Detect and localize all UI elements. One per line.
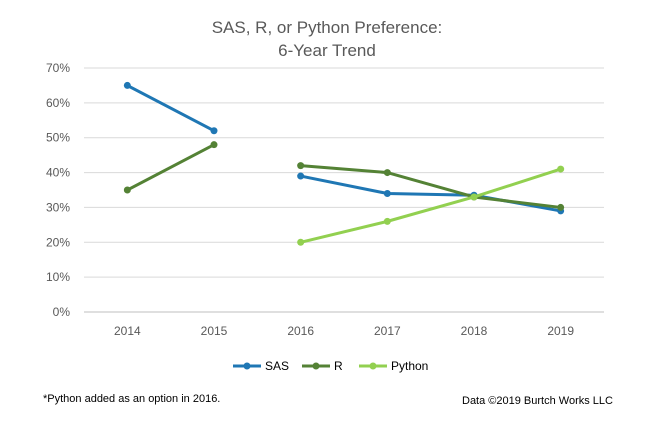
footnote: *Python added as an option in 2016. bbox=[43, 393, 221, 405]
data-point-sas bbox=[297, 172, 305, 180]
data-point-r bbox=[383, 169, 391, 177]
series-r bbox=[123, 141, 565, 211]
gridlines bbox=[84, 67, 604, 313]
data-point-sas bbox=[210, 127, 218, 135]
x-tick-label: 2014 bbox=[114, 324, 141, 338]
y-tick-label: 50% bbox=[46, 131, 70, 145]
legend-item-sas: SAS bbox=[233, 359, 289, 373]
data-point-python bbox=[297, 238, 305, 246]
y-tick-label: 20% bbox=[46, 235, 70, 249]
legend-marker-r bbox=[312, 362, 320, 370]
data-credit: Data ©2019 Burtch Works LLC bbox=[462, 395, 613, 407]
data-point-sas bbox=[123, 81, 131, 89]
data-point-r bbox=[557, 203, 565, 211]
series-python bbox=[297, 165, 565, 246]
chart-subtitle: 6-Year Trend bbox=[278, 41, 376, 60]
legend-item-python: Python bbox=[359, 359, 428, 373]
series-sas bbox=[123, 81, 565, 215]
data-point-python bbox=[557, 165, 565, 173]
data-point-r bbox=[123, 186, 131, 194]
y-tick-label: 60% bbox=[46, 96, 70, 110]
data-point-r bbox=[297, 162, 305, 170]
legend-marker-python bbox=[369, 362, 377, 370]
series-line-python bbox=[299, 167, 563, 244]
x-tick-label: 2016 bbox=[287, 324, 314, 338]
data-point-r bbox=[210, 141, 218, 149]
series-line-r bbox=[299, 164, 563, 209]
data-point-python bbox=[383, 217, 391, 225]
chart-title: SAS, R, or Python Preference: bbox=[212, 18, 443, 37]
x-axis: 2014 2015 2016 2017 2018 2019 bbox=[114, 324, 574, 338]
x-tick-label: 2019 bbox=[547, 324, 574, 338]
y-tick-label: 40% bbox=[46, 166, 70, 180]
series-line-sas bbox=[125, 83, 216, 133]
legend-label-python: Python bbox=[391, 359, 428, 373]
series bbox=[123, 81, 565, 246]
legend-label-sas: SAS bbox=[265, 359, 289, 373]
data-point-python bbox=[470, 193, 478, 201]
y-tick-label: 70% bbox=[46, 61, 70, 75]
x-tick-label: 2017 bbox=[374, 324, 401, 338]
y-tick-label: 10% bbox=[46, 270, 70, 284]
x-tick-label: 2015 bbox=[201, 324, 228, 338]
data-point-sas bbox=[383, 189, 391, 197]
legend-marker-sas bbox=[243, 362, 251, 370]
y-tick-label: 30% bbox=[46, 200, 70, 214]
y-tick-label: 0% bbox=[53, 305, 71, 319]
legend: SAS R Python bbox=[233, 359, 428, 373]
y-axis: 0% 10% 20% 30% 40% 50% 60% 70% bbox=[46, 61, 70, 319]
legend-label-r: R bbox=[334, 359, 343, 373]
x-tick-label: 2018 bbox=[461, 324, 488, 338]
legend-item-r: R bbox=[302, 359, 343, 373]
series-line-r bbox=[125, 143, 216, 192]
